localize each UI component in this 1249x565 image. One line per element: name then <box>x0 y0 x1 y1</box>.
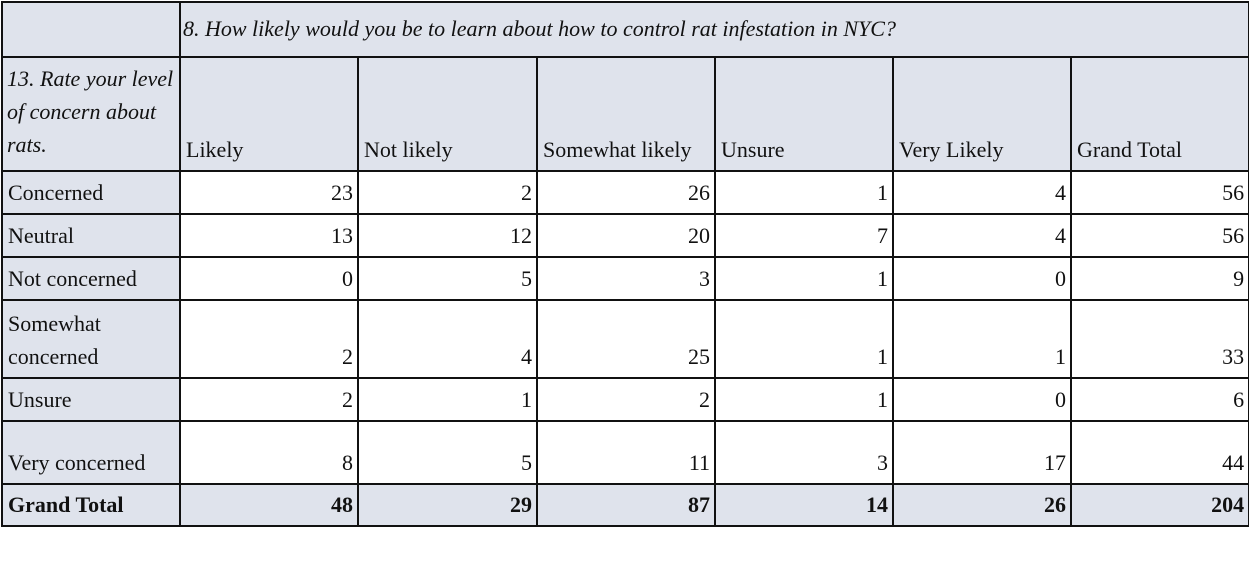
table-cell: 56 <box>1069 170 1249 215</box>
column-header-somewhat-likely: Somewhat likely <box>536 56 716 172</box>
table-cell: 2 <box>179 377 359 422</box>
table-cell: 1 <box>357 377 538 422</box>
table-row: Neutral 13 12 20 7 4 56 <box>1 213 1249 258</box>
table-cell: 20 <box>536 213 716 258</box>
table-cell: 0 <box>892 377 1072 422</box>
table-row: Not concerned 0 5 3 1 0 9 <box>1 256 1249 301</box>
table-cell: 1 <box>714 170 894 215</box>
column-header-row: 13. Rate your level of concern about rat… <box>1 56 1249 172</box>
table-row: Somewhat concerned 2 4 25 1 1 33 <box>1 299 1249 379</box>
table-cell: 23 <box>179 170 359 215</box>
table-cell: 1 <box>714 377 894 422</box>
table-cell: 3 <box>714 420 894 485</box>
table-cell: 44 <box>1069 420 1249 485</box>
grand-total-cell: 14 <box>714 483 894 527</box>
grand-total-cell: 87 <box>536 483 716 527</box>
table-cell: 4 <box>892 213 1072 258</box>
table-cell: 8 <box>179 420 359 485</box>
table-row: Concerned 23 2 26 1 4 56 <box>1 170 1249 215</box>
table-cell: 2 <box>536 377 716 422</box>
column-header-unsure: Unsure <box>714 56 894 172</box>
table-cell: 6 <box>1069 377 1249 422</box>
table-cell: 4 <box>892 170 1072 215</box>
table-row: Very concerned 8 5 11 3 17 44 <box>1 420 1249 485</box>
row-label: Not concerned <box>1 256 181 301</box>
table-cell: 0 <box>179 256 359 301</box>
table-cell: 26 <box>536 170 716 215</box>
table-cell: 0 <box>892 256 1072 301</box>
row-label: Concerned <box>1 170 181 215</box>
grand-total-cell: 48 <box>179 483 359 527</box>
grand-total-cell: 26 <box>892 483 1072 527</box>
grand-total-label: Grand Total <box>1 483 181 527</box>
table-cell: 9 <box>1069 256 1249 301</box>
table-cell: 7 <box>714 213 894 258</box>
table-cell: 5 <box>357 420 538 485</box>
table-cell: 3 <box>536 256 716 301</box>
grand-total-row: Grand Total 48 29 87 14 26 204 <box>1 483 1249 527</box>
table-cell: 56 <box>1069 213 1249 258</box>
table-cell: 1 <box>892 299 1072 379</box>
table-row: Unsure 2 1 2 1 0 6 <box>1 377 1249 422</box>
column-header-not-likely: Not likely <box>357 56 538 172</box>
table-cell: 12 <box>357 213 538 258</box>
row-label: Unsure <box>1 377 181 422</box>
question-8-label: 8. How likely would you be to learn abou… <box>178 1 1249 58</box>
row-label: Very concerned <box>1 420 181 485</box>
table-cell: 11 <box>536 420 716 485</box>
column-header-very-likely: Very Likely <box>892 56 1072 172</box>
corner-cell <box>1 1 181 58</box>
column-header-likely: Likely <box>179 56 359 172</box>
column-header-grand-total: Grand Total <box>1069 56 1249 172</box>
table-cell: 2 <box>357 170 538 215</box>
table-cell: 17 <box>892 420 1072 485</box>
table-cell: 2 <box>179 299 359 379</box>
table-cell: 33 <box>1069 299 1249 379</box>
question-row: 8. How likely would you be to learn abou… <box>1 1 1249 58</box>
table-cell: 4 <box>357 299 538 379</box>
table-cell: 25 <box>536 299 716 379</box>
table-cell: 1 <box>714 299 894 379</box>
table-cell: 13 <box>179 213 359 258</box>
table-cell: 1 <box>714 256 894 301</box>
crosstab-table: 8. How likely would you be to learn abou… <box>1 1 1249 527</box>
table-cell: 5 <box>357 256 538 301</box>
grand-total-cell: 29 <box>357 483 538 527</box>
question-13-label: 13. Rate your level of concern about rat… <box>1 56 181 172</box>
row-label: Neutral <box>1 213 181 258</box>
row-label: Somewhat concerned <box>1 299 181 379</box>
grand-total-cell: 204 <box>1069 483 1249 527</box>
